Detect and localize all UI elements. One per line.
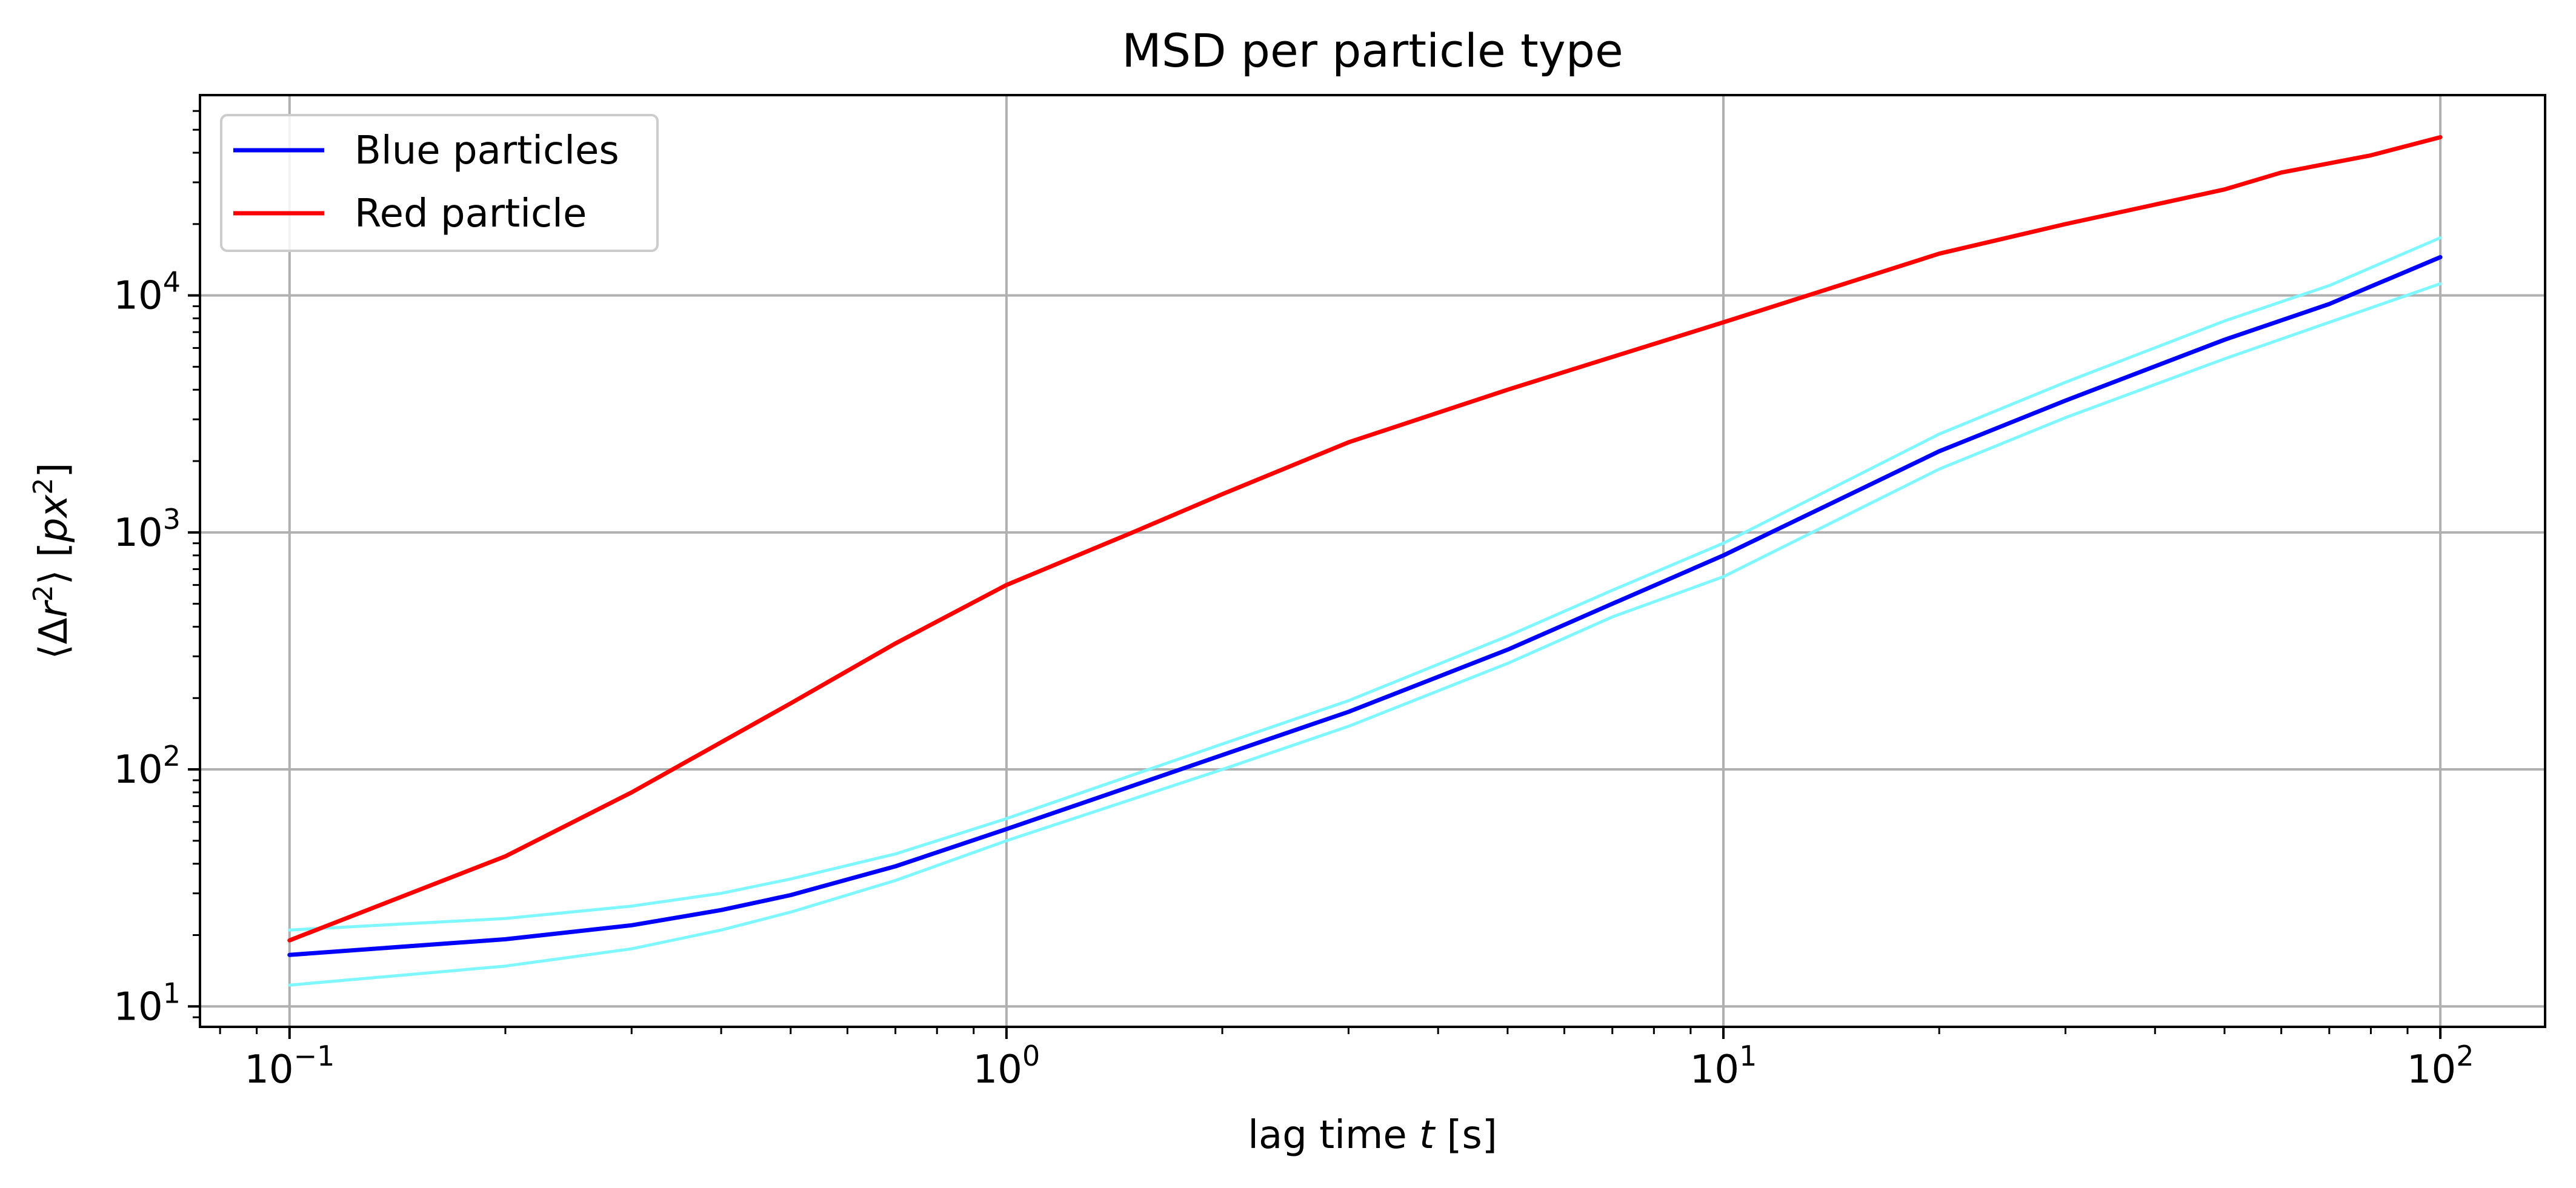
x-tick-labels: 10−1 100 101 102 bbox=[244, 1040, 2474, 1092]
x-axis-label: lag time t [s] bbox=[1248, 1113, 1497, 1158]
plot-frame bbox=[199, 94, 2546, 1028]
series-line-blue-particles bbox=[287, 255, 2443, 957]
x-tick-label: 102 bbox=[2407, 1040, 2474, 1092]
legend-entry: Red particle bbox=[354, 191, 587, 236]
series-line-red-particle bbox=[287, 135, 2443, 943]
x-tick-label: 100 bbox=[973, 1040, 1040, 1092]
y-axis-label: ⟨Δr2⟩ [px2] bbox=[28, 463, 76, 660]
y-tick-label: 101 bbox=[113, 977, 181, 1029]
grid-lines bbox=[200, 95, 2545, 1027]
y-tick-label: 102 bbox=[113, 740, 181, 792]
chart-title: MSD per particle type bbox=[1122, 24, 1623, 78]
series-bound-3 bbox=[288, 282, 2442, 987]
series-lines bbox=[287, 135, 2443, 987]
legend: Blue particles Red particle bbox=[220, 114, 659, 252]
y-tick-label: 103 bbox=[113, 503, 181, 556]
legend-entry: Blue particles bbox=[354, 128, 619, 173]
series-bound-2 bbox=[288, 236, 2442, 932]
legend-box bbox=[220, 114, 659, 252]
y-tick-label: 104 bbox=[113, 266, 181, 319]
x-tick-label: 10−1 bbox=[244, 1040, 334, 1092]
y-tick-labels: 101 102 103 104 bbox=[113, 266, 181, 1030]
major-ticks bbox=[188, 294, 2442, 1039]
x-tick-label: 101 bbox=[1690, 1040, 1757, 1092]
